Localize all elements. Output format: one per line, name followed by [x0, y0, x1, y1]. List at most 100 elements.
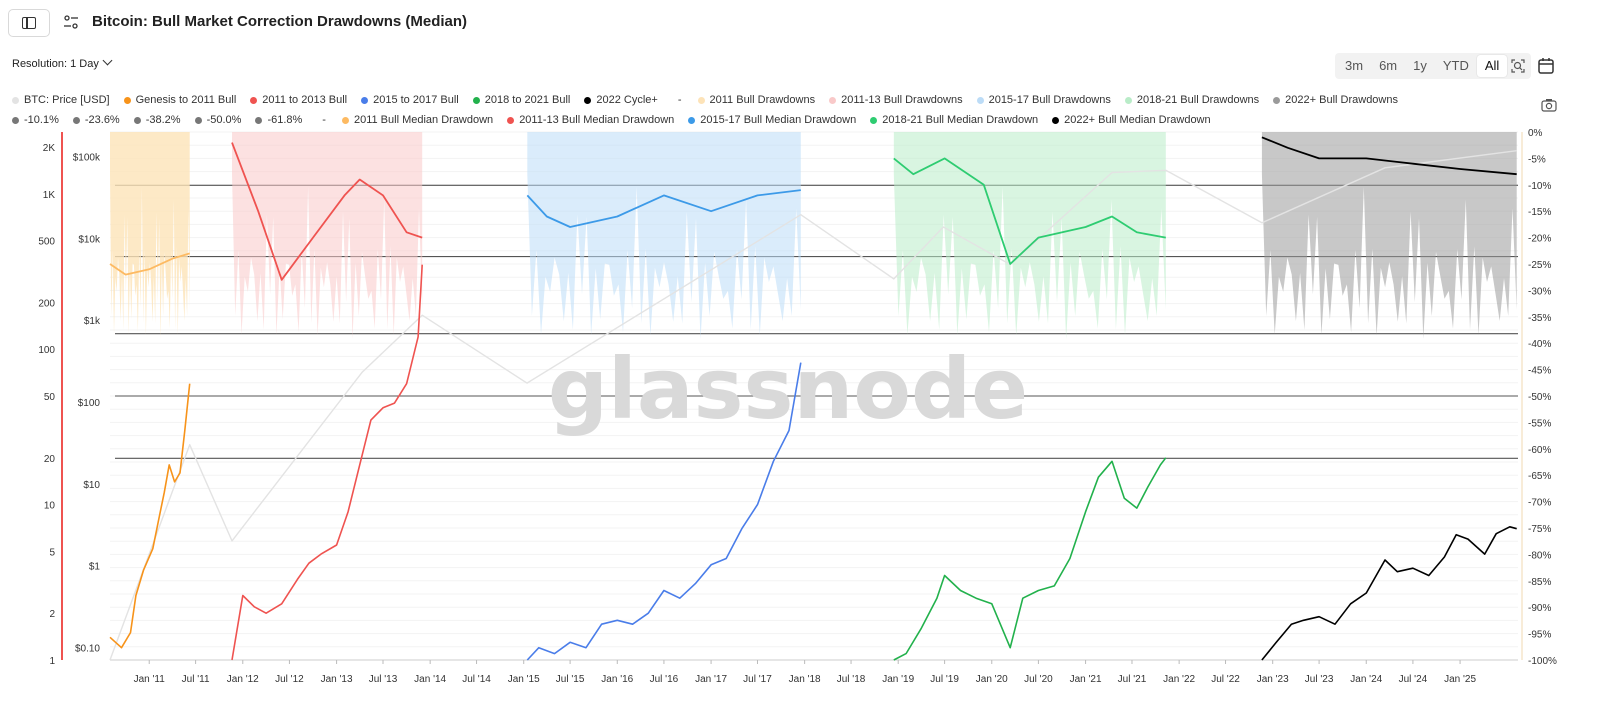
- legend-dot-icon: [1273, 96, 1281, 104]
- legend-label: 2018 to 2021 Bull: [484, 94, 571, 106]
- x-tick-label: Jul '11: [182, 674, 210, 685]
- legend-item[interactable]: 2015-17 Bull Median Drawdown: [688, 114, 856, 126]
- legend-dot-icon: [194, 116, 202, 124]
- legend-dot-icon: [133, 116, 141, 124]
- legend-item[interactable]: 2022 Cycle+: [584, 94, 658, 106]
- legend-item[interactable]: 2011 Bull Median Drawdown: [341, 114, 493, 126]
- price-tick-label: $10: [83, 480, 100, 491]
- zoom-select-icon[interactable]: [1507, 55, 1529, 77]
- calendar-icon[interactable]: [1535, 55, 1557, 77]
- sidebar-toggle-button[interactable]: [8, 9, 50, 37]
- x-tick-label: Jul '24: [1399, 674, 1428, 685]
- right-tick-label: -35%: [1528, 313, 1551, 324]
- legend-item[interactable]: -23.6%: [72, 114, 120, 126]
- median-drawdown-line: [526, 189, 801, 228]
- x-tick-label: Jul '23: [1305, 674, 1334, 685]
- legend-item[interactable]: 2022+ Bull Median Drawdown: [1052, 114, 1211, 126]
- legend-label: 2011 Bull Drawdowns: [709, 94, 816, 106]
- right-tick-label: -60%: [1528, 445, 1551, 456]
- range-6m-button[interactable]: 6m: [1379, 58, 1398, 73]
- legend-dot-icon: [976, 96, 984, 104]
- legend-dot-icon: [870, 116, 878, 124]
- legend-item[interactable]: 2022+ Bull Drawdowns: [1273, 94, 1398, 106]
- legend-item[interactable]: 2018-21 Bull Median Drawdown: [870, 114, 1038, 126]
- legend-item[interactable]: 2018-21 Bull Drawdowns: [1124, 94, 1259, 106]
- cycle-line: [526, 362, 802, 661]
- median-drawdown-line: [109, 252, 190, 276]
- legend-item[interactable]: -50.0%: [194, 114, 241, 126]
- x-tick-label: Jul '17: [743, 674, 772, 685]
- legend-dot-icon: [1052, 116, 1060, 124]
- x-tick-label: Jul '18: [837, 674, 866, 685]
- legend-item[interactable]: 2011-13 Bull Median Drawdown: [507, 114, 674, 126]
- legend-item[interactable]: -38.2%: [133, 114, 181, 126]
- legend-dot-icon: [250, 96, 258, 104]
- right-tick-label: -70%: [1528, 498, 1551, 509]
- x-tick-label: Jan '14: [414, 674, 446, 685]
- right-tick-label: -75%: [1528, 524, 1551, 535]
- x-tick-label: Jan '16: [601, 674, 633, 685]
- x-tick-label: Jan '25: [1444, 674, 1476, 685]
- legend-label: 2018-21 Bull Median Drawdown: [882, 114, 1039, 126]
- left-tick-label: 200: [38, 298, 55, 309]
- left-tick-label: 2K: [43, 143, 56, 154]
- legend-label: Genesis to 2011 Bull: [135, 94, 237, 106]
- legend-dot-icon: [255, 116, 263, 124]
- right-tick-label: -20%: [1528, 234, 1551, 245]
- legend-item[interactable]: 2011-13 Bull Drawdowns: [829, 94, 963, 106]
- x-tick-label: Jul '15: [556, 674, 585, 685]
- right-tick-label: -30%: [1528, 286, 1551, 297]
- legend-dot-icon: [829, 96, 837, 104]
- x-tick-label: Jan '12: [227, 674, 259, 685]
- legend-separator: -: [322, 114, 326, 126]
- drawdown-area: [232, 132, 423, 339]
- legend-item[interactable]: 2015 to 2017 Bull: [361, 94, 459, 106]
- resolution-select[interactable]: Resolution: 1 Day: [12, 55, 113, 70]
- range-3m-button[interactable]: 3m: [1345, 58, 1364, 73]
- btc-price-line: [109, 150, 1517, 661]
- range-ytd-button[interactable]: YTD: [1442, 58, 1469, 73]
- legend-item[interactable]: 2011 Bull Drawdowns: [697, 94, 816, 106]
- left-tick-label: 500: [38, 237, 55, 248]
- range-1y-button[interactable]: 1y: [1413, 58, 1427, 73]
- legend-label: -23.6%: [84, 114, 120, 126]
- x-tick-label: Jan '19: [882, 674, 914, 685]
- legend-item[interactable]: Genesis to 2011 Bull: [123, 94, 237, 106]
- legend-label: 2011 to 2013 Bull: [262, 94, 348, 106]
- legend-item[interactable]: -61.8%: [255, 114, 302, 126]
- left-tick-label: 100: [38, 345, 55, 356]
- median-drawdown-line: [893, 157, 1166, 265]
- range-all-button[interactable]: All: [1476, 55, 1508, 77]
- x-tick-label: Jan '24: [1350, 674, 1382, 685]
- legend-dot-icon: [361, 96, 369, 104]
- x-tick-label: Jan '15: [508, 674, 540, 685]
- x-tick-label: Jan '17: [695, 674, 727, 685]
- x-tick-label: Jul '21: [1118, 674, 1147, 685]
- right-tick-label: -80%: [1528, 550, 1551, 561]
- drawdown-area: [527, 132, 801, 339]
- legend-item[interactable]: BTC: Price [USD]: [12, 94, 110, 106]
- legend-item[interactable]: 2018 to 2021 Bull: [472, 94, 571, 106]
- legend-item[interactable]: 2015-17 Bull Drawdowns: [976, 94, 1111, 106]
- x-tick-label: Jan '11: [134, 674, 166, 685]
- legend-label: -61.8%: [267, 114, 303, 126]
- legend-dot-icon: [12, 96, 19, 104]
- legend-label: 2022+ Bull Drawdowns: [1285, 94, 1398, 106]
- x-tick-label: Jan '21: [1070, 674, 1102, 685]
- x-tick-label: Jan '20: [976, 674, 1008, 685]
- right-tick-label: -10%: [1528, 181, 1551, 192]
- drawdown-area: [110, 132, 190, 339]
- settings-icon[interactable]: [63, 14, 79, 30]
- left-tick-label: 1K: [43, 190, 56, 201]
- legend-dot-icon: [123, 96, 131, 104]
- left-tick-label: 50: [44, 392, 56, 403]
- range-selector: 3m 6m 1y YTD All: [1335, 53, 1532, 79]
- legend-item[interactable]: 2011 to 2013 Bull: [250, 94, 347, 106]
- legend-dot-icon: [688, 116, 696, 124]
- median-drawdown-line: [1261, 136, 1517, 176]
- legend-dot-icon: [584, 96, 592, 104]
- camera-icon[interactable]: [1541, 98, 1557, 112]
- legend-item[interactable]: -10.1%: [12, 114, 59, 126]
- legend-dot-icon: [507, 116, 515, 124]
- cycle-line: [231, 264, 423, 661]
